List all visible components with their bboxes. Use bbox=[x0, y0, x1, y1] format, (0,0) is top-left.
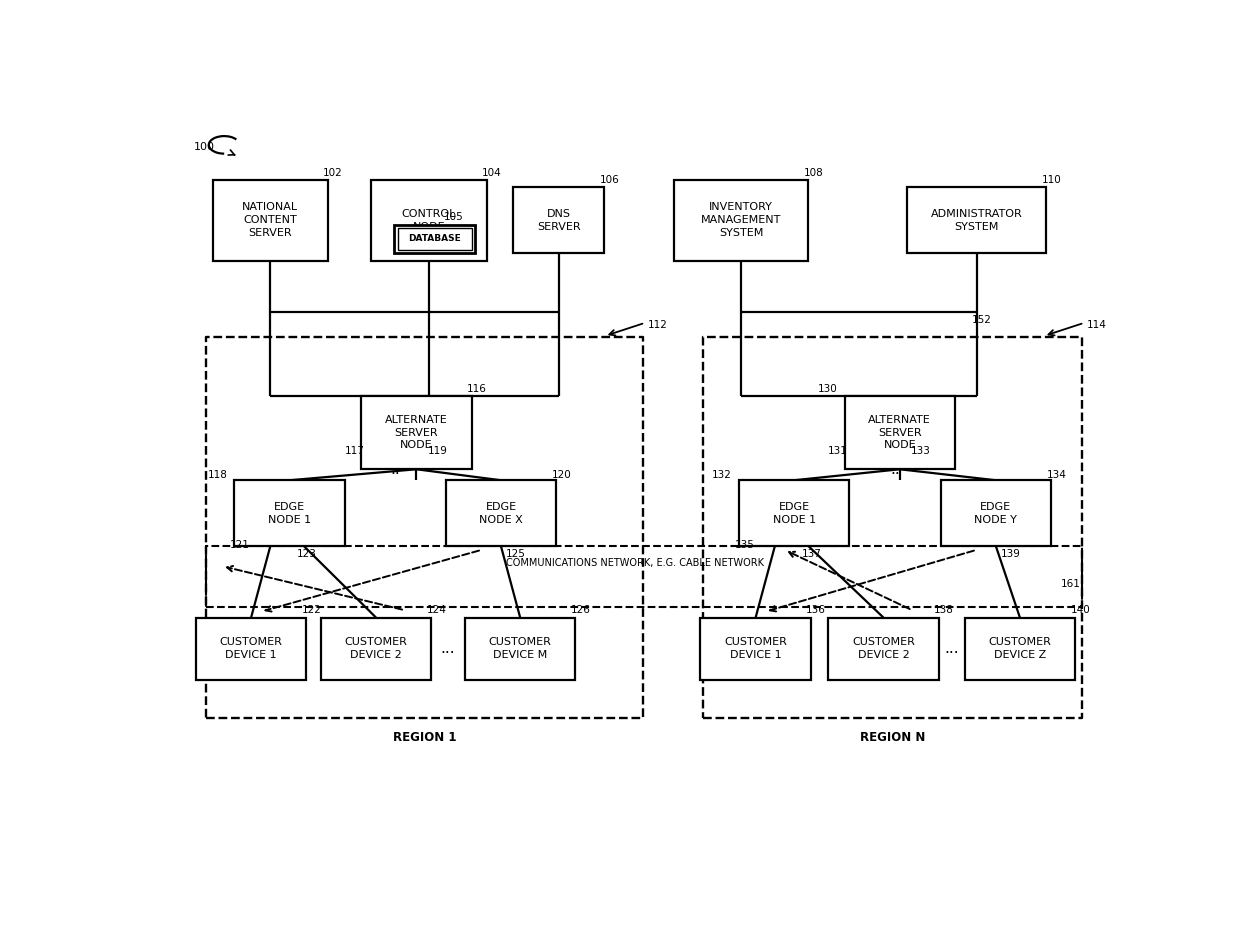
Text: 104: 104 bbox=[481, 167, 501, 178]
Text: 161: 161 bbox=[1060, 579, 1080, 589]
Bar bbox=[675, 180, 808, 261]
Text: 100: 100 bbox=[193, 142, 215, 152]
Bar bbox=[701, 617, 811, 680]
Text: 126: 126 bbox=[570, 606, 590, 615]
Text: EDGE
NODE 1: EDGE NODE 1 bbox=[268, 502, 311, 525]
Text: CUSTOMER
DEVICE 2: CUSTOMER DEVICE 2 bbox=[345, 637, 408, 660]
Text: 112: 112 bbox=[649, 320, 668, 330]
Bar bbox=[445, 480, 557, 546]
Text: CUSTOMER
DEVICE 1: CUSTOMER DEVICE 1 bbox=[219, 637, 283, 660]
Text: INVENTORY
MANAGEMENT
SYSTEM: INVENTORY MANAGEMENT SYSTEM bbox=[701, 203, 781, 238]
FancyArrowPatch shape bbox=[228, 150, 234, 155]
Text: 110: 110 bbox=[1042, 175, 1061, 185]
Text: ...: ... bbox=[440, 641, 455, 656]
Bar bbox=[394, 224, 475, 253]
Text: ALTERNATE
SERVER
NODE: ALTERNATE SERVER NODE bbox=[868, 415, 931, 451]
Text: CONTROL
NODE: CONTROL NODE bbox=[402, 209, 456, 232]
Bar bbox=[196, 617, 306, 680]
Text: 123: 123 bbox=[298, 550, 317, 559]
Bar bbox=[965, 617, 1075, 680]
Text: EDGE
NODE X: EDGE NODE X bbox=[479, 502, 523, 525]
Bar bbox=[828, 617, 939, 680]
Text: 133: 133 bbox=[911, 446, 931, 456]
Bar bbox=[465, 617, 575, 680]
Text: COMMUNICATIONS NETWORK, E.G. CABLE NETWORK: COMMUNICATIONS NETWORK, E.G. CABLE NETWO… bbox=[506, 558, 765, 569]
Text: ALTERNATE
SERVER
NODE: ALTERNATE SERVER NODE bbox=[384, 415, 448, 451]
Text: 125: 125 bbox=[506, 550, 526, 559]
Bar bbox=[703, 338, 1083, 718]
FancyArrowPatch shape bbox=[1049, 323, 1081, 336]
Text: CUSTOMER
DEVICE M: CUSTOMER DEVICE M bbox=[489, 637, 552, 660]
Text: CUSTOMER
DEVICE Z: CUSTOMER DEVICE Z bbox=[988, 637, 1052, 660]
Text: REGION N: REGION N bbox=[859, 731, 925, 745]
Text: 120: 120 bbox=[552, 470, 572, 480]
Text: 116: 116 bbox=[466, 384, 487, 394]
Bar bbox=[941, 480, 1052, 546]
Bar bbox=[206, 546, 1083, 607]
Text: 122: 122 bbox=[301, 606, 321, 615]
Text: 131: 131 bbox=[828, 446, 848, 456]
Text: DNS
SERVER: DNS SERVER bbox=[537, 209, 580, 232]
Bar bbox=[398, 227, 471, 249]
Bar bbox=[844, 396, 955, 469]
Bar bbox=[213, 180, 327, 261]
Bar bbox=[361, 396, 471, 469]
Text: CUSTOMER
DEVICE 2: CUSTOMER DEVICE 2 bbox=[852, 637, 915, 660]
Text: 136: 136 bbox=[806, 606, 826, 615]
Text: 124: 124 bbox=[427, 606, 446, 615]
Text: 152: 152 bbox=[972, 315, 992, 325]
Text: 114: 114 bbox=[1087, 320, 1107, 330]
Text: 135: 135 bbox=[734, 540, 754, 550]
Text: 118: 118 bbox=[207, 470, 227, 480]
Text: 106: 106 bbox=[599, 175, 619, 185]
Bar bbox=[234, 480, 345, 546]
Text: 108: 108 bbox=[804, 167, 823, 178]
Bar bbox=[321, 617, 432, 680]
Bar bbox=[206, 338, 644, 718]
Text: EDGE
NODE 1: EDGE NODE 1 bbox=[773, 502, 816, 525]
Bar bbox=[513, 187, 604, 253]
Text: REGION 1: REGION 1 bbox=[393, 731, 456, 745]
Text: 140: 140 bbox=[1070, 606, 1090, 615]
Text: 130: 130 bbox=[817, 384, 837, 394]
Text: 138: 138 bbox=[934, 606, 954, 615]
Text: ADMINISTRATOR
SYSTEM: ADMINISTRATOR SYSTEM bbox=[931, 209, 1023, 232]
Text: NATIONAL
CONTENT
SERVER: NATIONAL CONTENT SERVER bbox=[242, 203, 299, 238]
FancyArrowPatch shape bbox=[609, 323, 642, 336]
Text: CUSTOMER
DEVICE 1: CUSTOMER DEVICE 1 bbox=[724, 637, 787, 660]
Text: 139: 139 bbox=[1001, 550, 1021, 559]
Text: 137: 137 bbox=[802, 550, 822, 559]
Text: 119: 119 bbox=[428, 446, 448, 456]
Text: 134: 134 bbox=[1047, 470, 1066, 480]
Text: EDGE
NODE Y: EDGE NODE Y bbox=[975, 502, 1017, 525]
Text: 105: 105 bbox=[444, 212, 464, 223]
Text: 117: 117 bbox=[345, 446, 365, 456]
Bar bbox=[739, 480, 849, 546]
Text: ..: .. bbox=[391, 461, 401, 476]
Bar bbox=[371, 180, 486, 261]
Text: ...: ... bbox=[945, 641, 959, 656]
Bar bbox=[906, 187, 1047, 253]
Text: ..: .. bbox=[890, 461, 900, 476]
Text: 132: 132 bbox=[712, 470, 732, 480]
Text: 121: 121 bbox=[229, 540, 249, 550]
Text: DATABASE: DATABASE bbox=[408, 234, 461, 243]
Text: 102: 102 bbox=[324, 167, 343, 178]
